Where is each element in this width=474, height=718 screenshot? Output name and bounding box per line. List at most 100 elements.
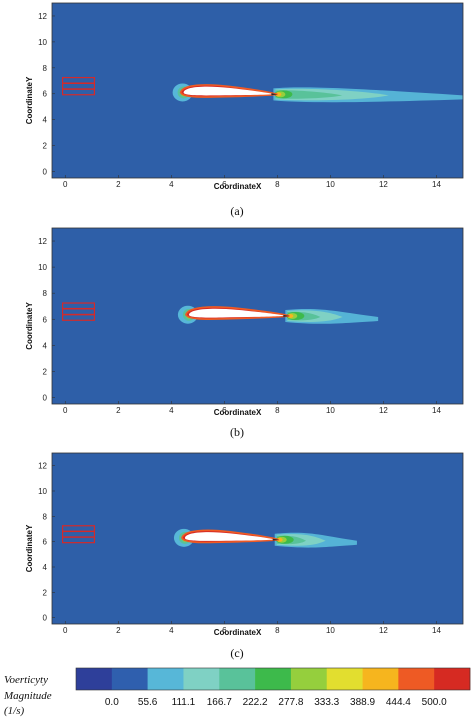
x-tick-label: 14 bbox=[432, 180, 441, 189]
y-tick-label: 6 bbox=[43, 315, 48, 324]
x-tick-label: 10 bbox=[326, 626, 335, 635]
x-tick-label: 6 bbox=[222, 406, 227, 415]
y-tick-label: 2 bbox=[43, 142, 48, 151]
colorbar-swatch-2 bbox=[147, 668, 184, 690]
x-tick-label: 8 bbox=[275, 180, 280, 189]
colorbar-swatch-9 bbox=[398, 668, 435, 690]
airfoil bbox=[179, 84, 278, 98]
wake-region bbox=[285, 308, 379, 324]
wake-region bbox=[274, 532, 357, 548]
x-tick-label: 8 bbox=[275, 406, 280, 415]
axis-ticks: 0 2 4 6 8 10 12 14 0 2 4 6 8 10 12 bbox=[38, 237, 441, 415]
colorbar-tick-label: 388.9 bbox=[350, 697, 375, 708]
inlet-box-3 bbox=[62, 314, 96, 321]
x-tick-label: 0 bbox=[63, 180, 68, 189]
panel-caption: (c) bbox=[230, 646, 243, 660]
y-tick-label: 10 bbox=[38, 38, 47, 47]
y-tick-label: 12 bbox=[38, 12, 47, 21]
wake-level-444 bbox=[275, 92, 282, 97]
colorbar-tick-label: 222.2 bbox=[243, 697, 268, 708]
panel-caption: (b) bbox=[230, 425, 244, 439]
inlet-box-3 bbox=[62, 536, 96, 544]
colorbar-tick-label: 111.1 bbox=[172, 697, 196, 708]
y-tick-label: 0 bbox=[43, 168, 48, 177]
colorbar-tick-label: 166.7 bbox=[207, 697, 232, 708]
y-tick-label: 0 bbox=[43, 614, 48, 623]
x-tick-label: 0 bbox=[63, 626, 68, 635]
x-tick-label: 8 bbox=[275, 626, 280, 635]
plot-frame bbox=[51, 452, 464, 625]
y-tick-label: 8 bbox=[43, 289, 48, 298]
x-tick-label: 2 bbox=[116, 180, 121, 189]
x-tick-label: 2 bbox=[116, 626, 121, 635]
colorbar-label-line1: Voerticyty bbox=[4, 674, 48, 686]
panel-a: 0 2 4 6 8 10 12 14 0 2 4 6 8 10 12 CoordinateX Coordinat… bbox=[25, 2, 464, 218]
colorbar-tick-label: 277.8 bbox=[278, 697, 303, 708]
y-tick-label: 2 bbox=[43, 588, 48, 597]
x-tick-label: 6 bbox=[222, 626, 227, 635]
y-tick-label: 12 bbox=[38, 462, 47, 471]
airfoil-trailing-edge bbox=[283, 314, 290, 317]
y-tick-label: 0 bbox=[43, 393, 48, 402]
x-tick-label: 10 bbox=[326, 180, 335, 189]
panels-group: 0 2 4 6 8 10 12 14 0 2 4 6 8 10 12 CoordinateX Coordinat… bbox=[25, 2, 464, 660]
airfoil-trailing-edge bbox=[272, 538, 279, 541]
y-tick-label: 6 bbox=[43, 538, 48, 547]
colorbar-swatch-4 bbox=[219, 668, 256, 690]
y-axis-label: CoordinateY bbox=[25, 76, 34, 124]
x-tick-label: 4 bbox=[169, 180, 174, 189]
colorbar-tick-label: 55.6 bbox=[138, 697, 158, 708]
wake-level-444 bbox=[276, 537, 283, 542]
airfoil bbox=[185, 306, 290, 320]
colorbar-swatch-0 bbox=[76, 668, 113, 690]
inlet-boxes bbox=[62, 302, 96, 321]
panel-b: 0 2 4 6 8 10 12 14 0 2 4 6 8 10 12 CoordinateX Coordinat… bbox=[25, 227, 464, 439]
colorbar-swatch-10 bbox=[434, 668, 471, 690]
colorbar-tick-label: 444.4 bbox=[386, 697, 411, 708]
inlet-box-3 bbox=[62, 88, 96, 96]
axis-ticks: 0 2 4 6 8 10 12 14 0 2 4 6 8 10 12 bbox=[38, 12, 441, 189]
x-tick-label: 14 bbox=[432, 626, 441, 635]
wake-level-444 bbox=[287, 314, 294, 318]
colorbar: 0.0 55.6 111.1 166.7 222.2 277.8 333.3 388.9 444… bbox=[3, 667, 471, 717]
vorticity-contours bbox=[173, 528, 357, 548]
x-tick-label: 10 bbox=[326, 406, 335, 415]
colorbar-tick-label: 500.0 bbox=[422, 697, 447, 708]
x-tick-label: 0 bbox=[63, 406, 68, 415]
x-tick-label: 4 bbox=[169, 406, 174, 415]
colorbar-tick-label: 333.3 bbox=[314, 697, 339, 708]
y-tick-label: 6 bbox=[43, 90, 48, 99]
x-axis-label: CoordinateX bbox=[214, 628, 262, 637]
y-tick-label: 4 bbox=[43, 563, 48, 572]
y-tick-label: 10 bbox=[38, 487, 47, 496]
x-tick-label: 12 bbox=[379, 180, 388, 189]
plot-frame bbox=[51, 227, 464, 405]
y-axis-label: CoordinateY bbox=[25, 302, 34, 350]
wake-level-222 bbox=[275, 90, 343, 99]
x-tick-label: 6 bbox=[222, 180, 227, 189]
axis-ticks: 0 2 4 6 8 10 12 14 0 2 4 6 8 10 12 bbox=[38, 462, 441, 635]
x-axis-label: CoordinateX bbox=[214, 408, 262, 417]
y-tick-label: 4 bbox=[43, 341, 48, 350]
colorbar-swatch-7 bbox=[326, 668, 363, 690]
colorbar-swatch-6 bbox=[290, 668, 328, 690]
y-tick-label: 2 bbox=[43, 367, 48, 376]
colorbar-label-line2: Magnitude bbox=[3, 690, 52, 702]
y-tick-label: 8 bbox=[43, 512, 48, 521]
inlet-boxes bbox=[62, 525, 96, 544]
vorticity-contours bbox=[177, 305, 379, 324]
colorbar-tick-label: 0.0 bbox=[105, 697, 119, 708]
inlet-boxes bbox=[62, 76, 96, 96]
panel-c: 0 2 4 6 8 10 12 14 0 2 4 6 8 10 12 CoordinateX Coordinat… bbox=[25, 452, 464, 660]
vorticity-contours bbox=[172, 83, 463, 103]
y-axis-label: CoordinateY bbox=[25, 524, 34, 572]
airfoil-body bbox=[183, 86, 274, 96]
colorbar-label-line3: (1/s) bbox=[4, 705, 25, 717]
y-tick-label: 12 bbox=[38, 237, 47, 246]
airfoil-body bbox=[188, 308, 286, 318]
airfoil-trailing-edge bbox=[271, 93, 278, 96]
panel-caption: (a) bbox=[230, 204, 243, 218]
colorbar-frame bbox=[75, 667, 471, 691]
colorbar-swatch-8 bbox=[362, 668, 399, 690]
